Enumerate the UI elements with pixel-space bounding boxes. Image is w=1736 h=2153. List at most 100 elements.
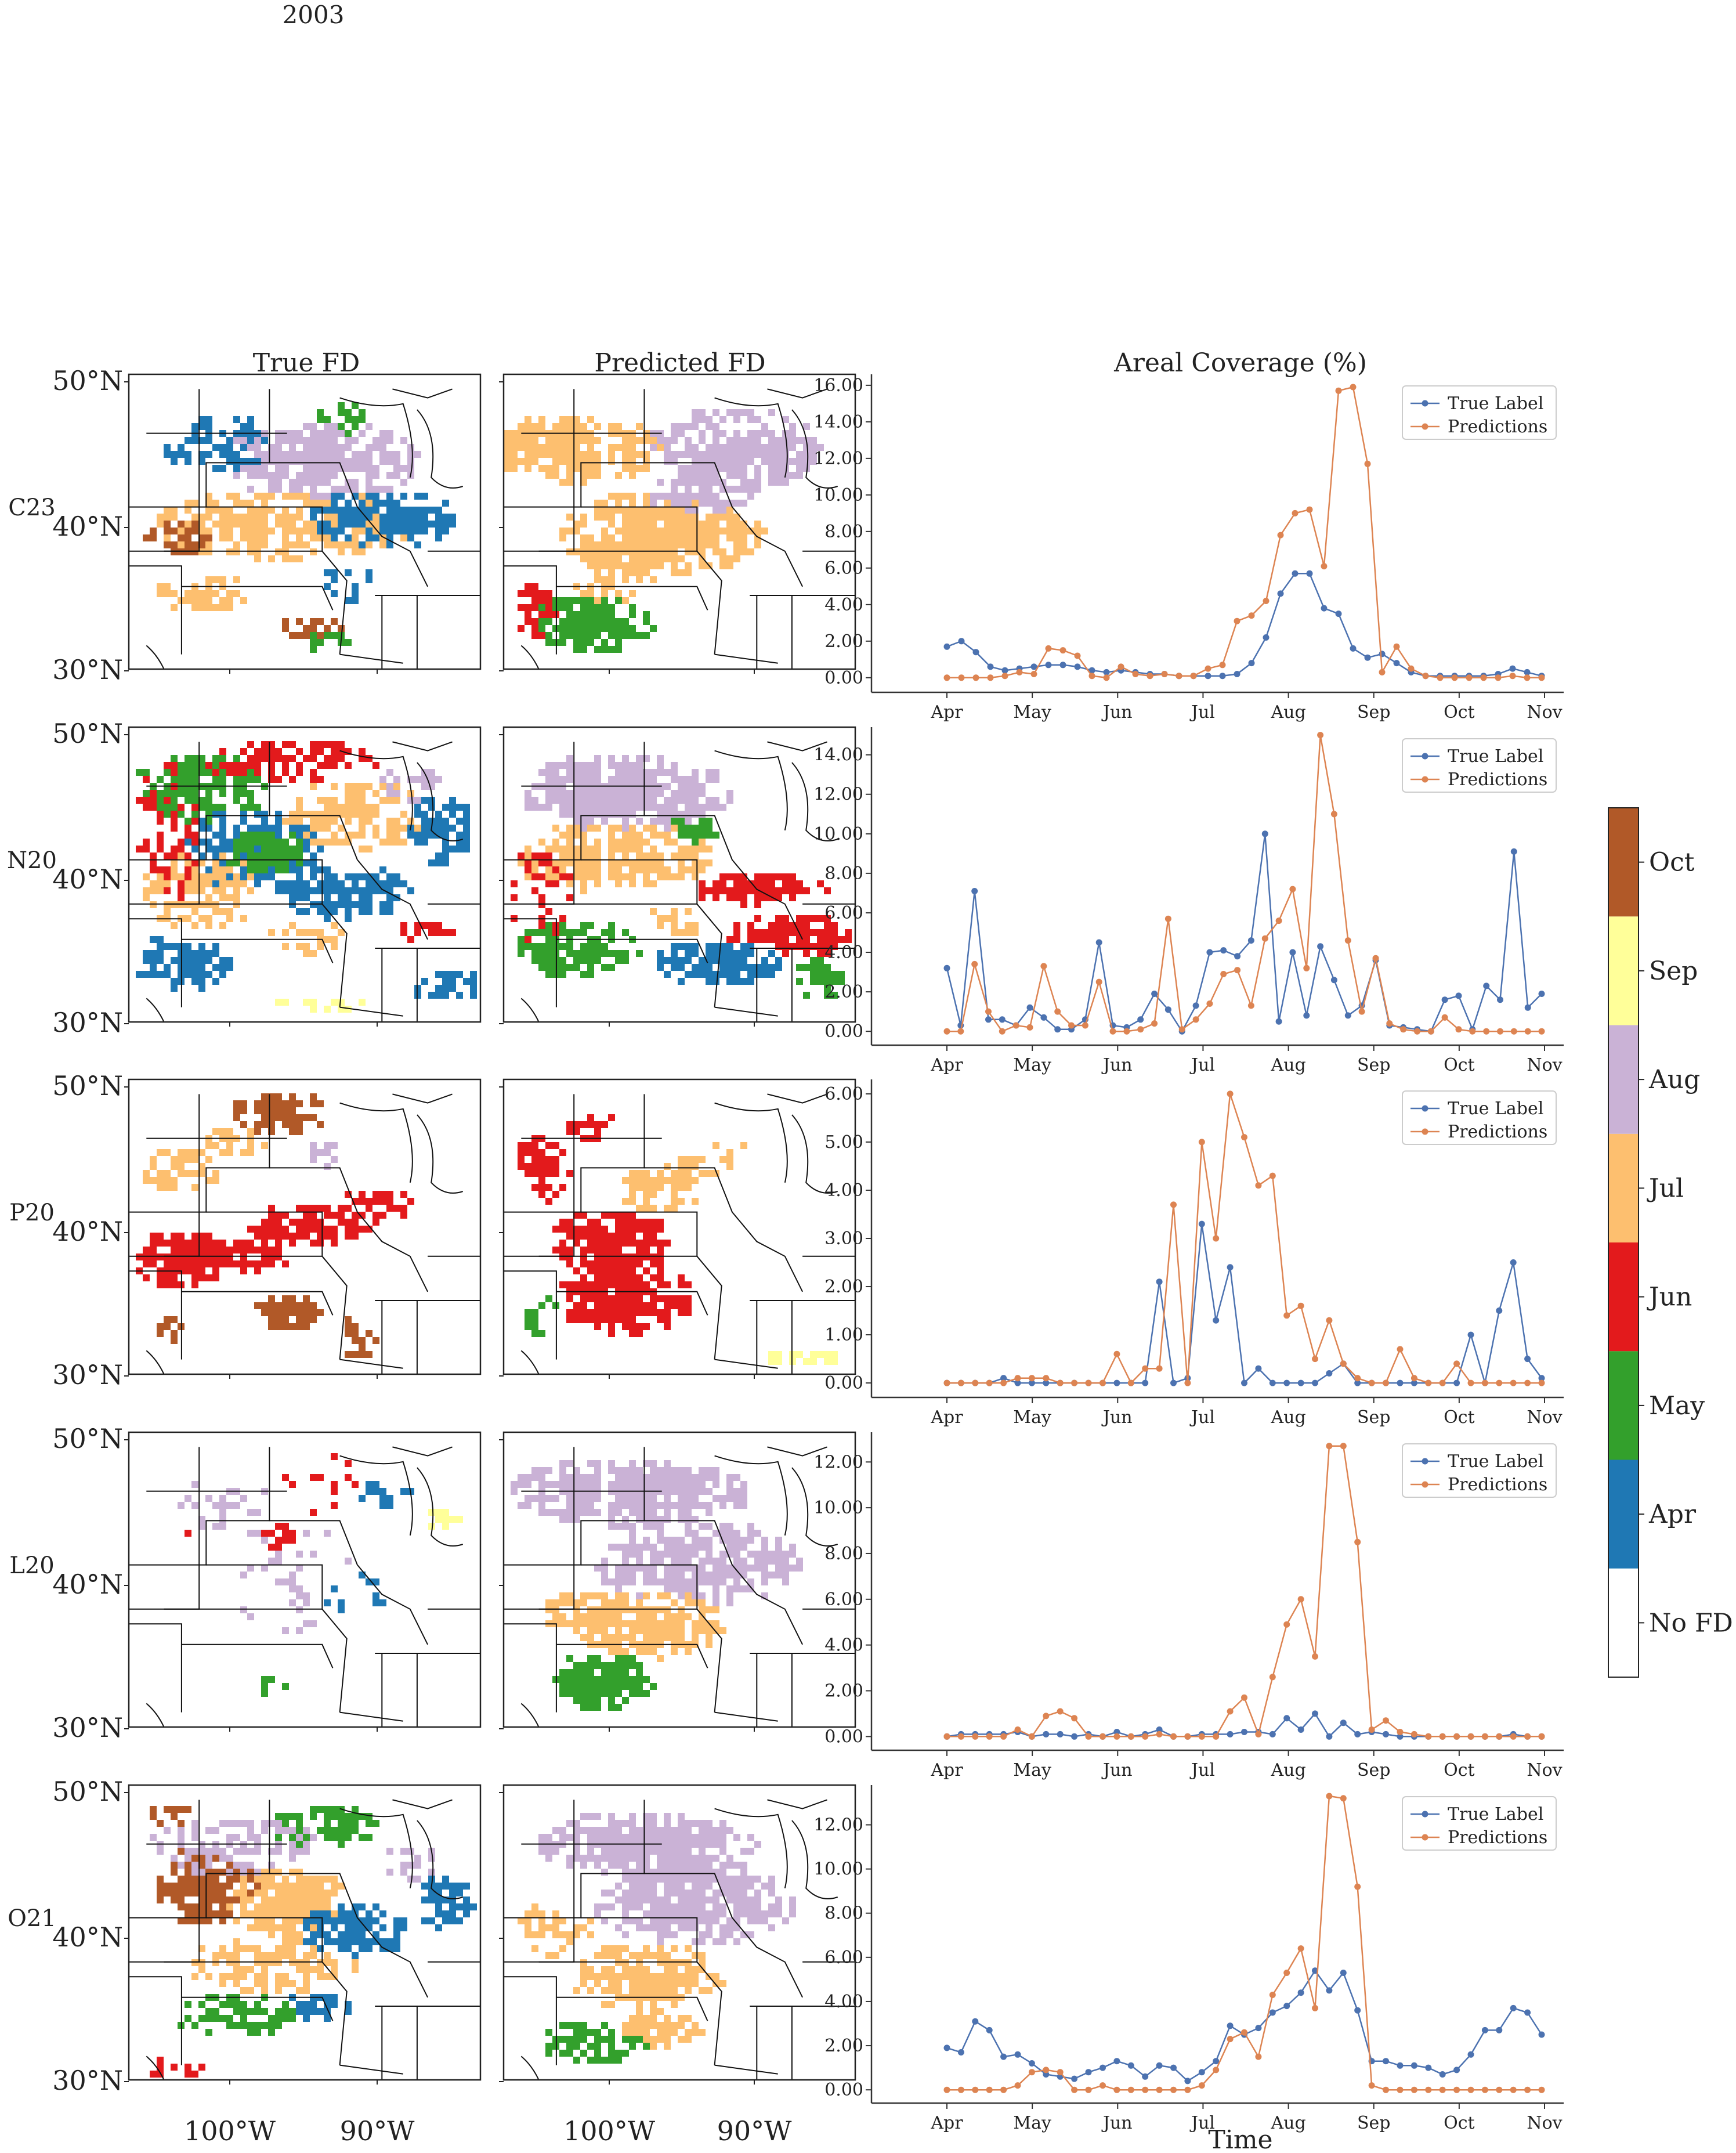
- map-cell: [594, 507, 601, 514]
- state-boundary: [504, 565, 557, 655]
- map-cell: [713, 437, 719, 444]
- map-cell: [747, 971, 754, 978]
- map-cell: [636, 1302, 643, 1309]
- state-boundary: [504, 918, 557, 1007]
- map-cell: [164, 880, 171, 887]
- map-cell: [629, 444, 636, 451]
- map-cell: [531, 873, 538, 880]
- map-cell: [643, 465, 650, 472]
- map-cell: [587, 866, 594, 873]
- map-cell: [706, 458, 713, 465]
- map-cell: [254, 555, 261, 562]
- map-cell: [671, 437, 678, 444]
- map-cell: [219, 908, 226, 915]
- map-cell: [198, 901, 205, 908]
- map-cell: [566, 839, 573, 846]
- map-cell: [282, 1578, 289, 1585]
- data-point: [1261, 830, 1268, 837]
- map-cell: [608, 1212, 615, 1219]
- map-cell: [226, 1253, 233, 1260]
- map-cell: [372, 887, 379, 894]
- map-cell: [719, 1572, 726, 1578]
- legend-label: True Label: [1448, 1099, 1543, 1119]
- map-cell: [685, 790, 692, 797]
- map-cell: [615, 1585, 622, 1592]
- map-cell: [531, 1149, 538, 1156]
- map-cell: [324, 514, 331, 521]
- map-cell: [768, 437, 775, 444]
- map-cell: [289, 818, 296, 825]
- state-boundary: [791, 1467, 838, 1547]
- map-cell: [212, 1142, 219, 1149]
- map-cell: [545, 444, 552, 451]
- map-cell: [393, 507, 400, 514]
- map-cell: [636, 776, 643, 783]
- map-cell: [435, 929, 442, 936]
- state-boundary: [357, 506, 428, 587]
- map-cell: [615, 1683, 622, 1690]
- map-cell: [699, 790, 706, 797]
- map-cell: [352, 597, 359, 604]
- map-cell: [331, 534, 338, 541]
- map-cell: [775, 472, 782, 479]
- map-cell: [636, 769, 643, 776]
- map-cell: [789, 887, 796, 894]
- map-cell: [726, 873, 733, 880]
- map-cell: [713, 548, 719, 555]
- map-cell: [552, 423, 559, 430]
- map-cell: [171, 755, 178, 762]
- map-cell: [531, 632, 538, 639]
- map-cell: [435, 507, 442, 514]
- data-point: [1045, 662, 1052, 669]
- map-cell: [650, 1219, 657, 1226]
- map-cell: [289, 880, 296, 887]
- map-cell: [740, 950, 747, 957]
- map-cell: [671, 943, 678, 950]
- map-cell: [247, 1613, 254, 1620]
- map-cell: [566, 894, 573, 901]
- map-cell: [566, 604, 573, 611]
- map-cell: [796, 458, 803, 465]
- map-cell: [671, 1585, 678, 1592]
- data-point: [1344, 937, 1351, 944]
- column-title-predicted-fd: Predicted FD: [594, 348, 765, 378]
- map-cell: [615, 472, 622, 479]
- map-cell: [594, 1565, 601, 1572]
- map-cell: [671, 762, 678, 769]
- map-cell: [171, 1163, 178, 1170]
- map-cell: [726, 971, 733, 978]
- map-cell: [761, 1565, 768, 1572]
- map-cell: [338, 548, 345, 555]
- map-cell: [726, 1156, 733, 1163]
- map-cell: [254, 528, 261, 534]
- map-cell: [324, 915, 331, 922]
- map-cell: [317, 1205, 324, 1212]
- map-cell: [664, 493, 671, 500]
- map-cell: [726, 936, 733, 943]
- map-cell: [552, 444, 559, 451]
- map-cell: [608, 1662, 615, 1669]
- map-cell: [275, 859, 282, 866]
- map-cell: [643, 825, 650, 832]
- map-cell: [525, 1170, 531, 1177]
- map-cell: [150, 534, 157, 541]
- map-cell: [643, 852, 650, 859]
- map-cell: [191, 1156, 198, 1163]
- data-point: [1326, 1317, 1333, 1324]
- data-point: [1277, 590, 1284, 597]
- map-cell: [331, 1156, 338, 1163]
- map-cell: [254, 755, 261, 762]
- data-point: [1074, 663, 1081, 670]
- map-cell: [191, 1267, 198, 1274]
- map-cell: [310, 839, 317, 846]
- map-cell: [191, 957, 198, 964]
- map-cell: [650, 1648, 657, 1655]
- map-cell: [531, 1163, 538, 1170]
- map-cell: [407, 818, 414, 825]
- x-tick-label: Apr: [930, 1055, 963, 1075]
- map-cell: [615, 555, 622, 562]
- map-cell: [205, 1260, 212, 1267]
- map-cell: [678, 818, 685, 825]
- map-cell: [261, 748, 268, 755]
- map-cell: [240, 1247, 247, 1253]
